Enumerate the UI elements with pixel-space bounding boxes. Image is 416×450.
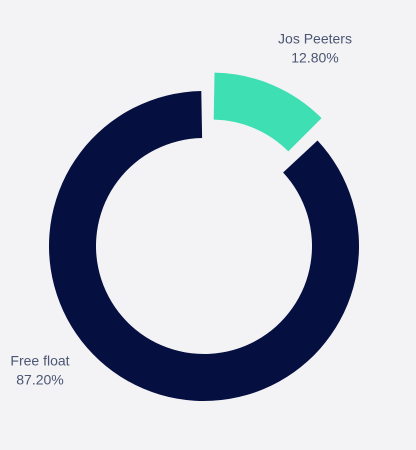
donut-slice [48, 91, 359, 401]
slice-value-label: 87.20% [16, 372, 63, 388]
slice-label: Jos Peeters [278, 31, 352, 47]
slice-value-label: 12.80% [291, 50, 338, 66]
donut-slice [213, 72, 322, 152]
slice-label: Free float [10, 353, 69, 369]
